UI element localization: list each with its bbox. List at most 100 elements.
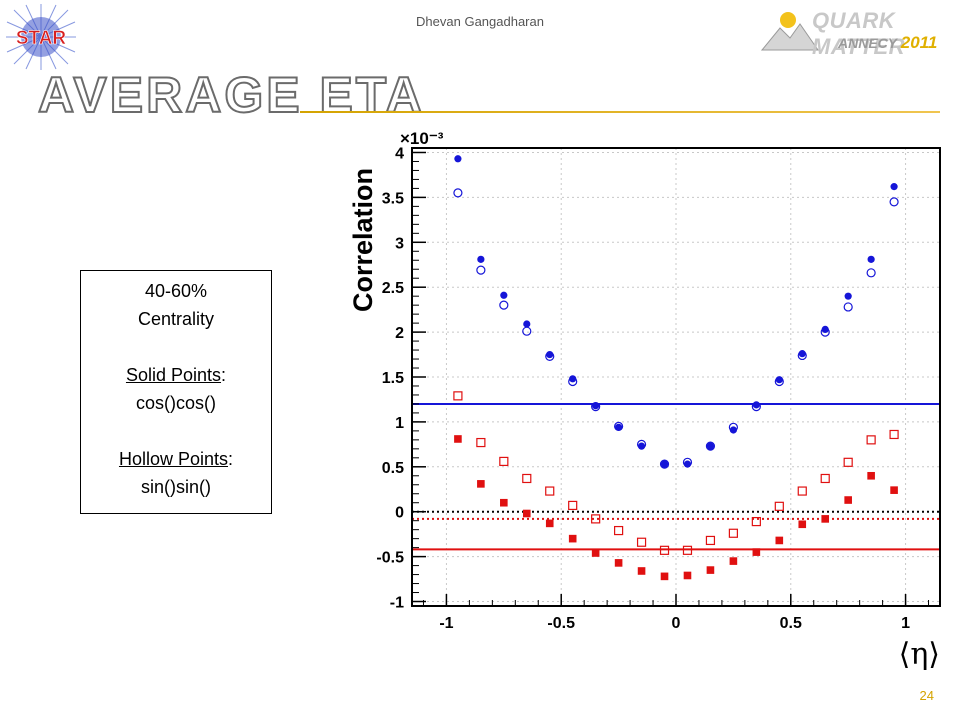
hollow-circle-point (889, 197, 899, 207)
y-tick-label: 0 (395, 505, 404, 522)
plot-frame (411, 147, 941, 607)
hollow-square-point (751, 516, 761, 527)
centrality-value: 40-60% (144, 281, 208, 301)
solid-square-point (729, 557, 738, 565)
hollow-circle-point (866, 268, 876, 278)
chart-grid (412, 148, 940, 606)
y-exponent-label: ×10⁻³ (400, 129, 444, 148)
solid-square-point (821, 515, 830, 523)
quark-matter-title: QUARK MATTER (812, 8, 906, 59)
solid-circle-point (454, 155, 462, 163)
solid-circle-point (821, 325, 829, 334)
star-logo-text: STAR (16, 28, 67, 49)
solid-square-point (706, 566, 715, 574)
solid-square-point (844, 496, 852, 504)
hollow-circle-point (797, 350, 807, 361)
solid-square-point (752, 548, 761, 556)
data-points (453, 155, 899, 581)
hollow-circle-point (545, 351, 555, 361)
solid-circle-point (569, 375, 577, 383)
correlation-chart: -1 -0.5 0 0.5 1 -1 -0.5 0 0.5 1 1.5 2 2.5 3 3.5 4 ×10⁻… (348, 129, 941, 672)
y-tick-label: 2 (395, 325, 404, 342)
solid-square-point (522, 509, 531, 518)
solid-square-point (890, 486, 898, 494)
solid-square-point (454, 435, 462, 443)
hollow-square-point (728, 528, 738, 538)
hollow-square-point (797, 486, 807, 496)
y-tick-label: 0.5 (382, 460, 404, 477)
hollow-circle-point (682, 457, 693, 467)
solid-square-point (568, 534, 577, 543)
hollow-square-point (659, 545, 670, 555)
y-tick-label: 3 (395, 235, 404, 252)
solid-circle-point (615, 423, 623, 431)
hollow-circle-point (636, 439, 647, 449)
solid-square-point (500, 498, 508, 507)
hollow-circle-point (820, 327, 830, 337)
solid-square-point (683, 571, 692, 580)
hollow-square-point (499, 456, 509, 467)
solid-circle-point (890, 183, 898, 191)
x-axis-label: ⟨η⟩ (899, 637, 940, 672)
page-number: 24 (919, 688, 934, 703)
solid-square-point (798, 520, 807, 529)
solid-circle-point (729, 426, 737, 434)
star-logo: STAR (6, 4, 76, 70)
x-tick-label: 0.5 (780, 615, 802, 632)
mountain-sun-icon (760, 12, 819, 51)
hollow-points-legend: Hollow Points: (118, 449, 234, 469)
hollow-square-point (843, 457, 853, 467)
reference-lines (412, 402, 940, 551)
hollow-circle-point (522, 326, 532, 336)
hollow-circle-point (705, 441, 716, 451)
hollow-circle-point (568, 376, 578, 387)
y-tick-label: -1 (390, 595, 404, 612)
hollow-points-formula: sin()sin() (141, 477, 211, 497)
solid-circle-point (477, 255, 485, 263)
info-box: 40-60% Centrality Solid Points: cos()cos… (80, 270, 272, 514)
hollow-circle-point (843, 302, 853, 312)
solid-square-point (545, 519, 554, 528)
solid-circle-point (592, 402, 600, 410)
solid-points-formula: cos()cos() (136, 393, 216, 413)
hollow-square-point (522, 473, 532, 484)
solid-circle-point (867, 255, 875, 263)
hollow-square-point (545, 486, 555, 496)
hollow-square-point (774, 501, 784, 511)
hollow-square-point (568, 500, 578, 511)
y-tick-label: 2.5 (382, 280, 404, 297)
y-ticks: -1 -0.5 0 0.5 1 1.5 2 2.5 3 3.5 4 (376, 145, 426, 612)
hollow-square-point (453, 391, 463, 401)
centrality-label: Centrality (137, 309, 215, 329)
x-tick-label: 0 (672, 615, 681, 632)
hollow-square-point (820, 473, 830, 484)
y-tick-label: 3.5 (382, 190, 404, 207)
x-tick-label: -0.5 (547, 615, 575, 632)
solid-circle-point (500, 291, 508, 299)
hollow-square-point (636, 537, 647, 547)
hollow-circle-point (453, 188, 463, 198)
y-tick-label: -0.5 (376, 550, 404, 567)
x-ticks: -1 -0.5 0 0.5 1 (422, 594, 930, 632)
hollow-square-point (682, 545, 693, 555)
quark-matter-logo: QUARK MATTER ANNECY 2011 (760, 2, 950, 60)
solid-circle-point (844, 292, 852, 300)
x-tick-label: -1 (439, 615, 453, 632)
hollow-circle-point (751, 402, 761, 412)
hollow-circle-point (774, 376, 784, 387)
y-tick-label: 4 (395, 145, 404, 162)
author-name: Dhevan Gangadharan (416, 14, 544, 29)
hollow-square-point (614, 525, 624, 536)
solid-circle-point (706, 442, 715, 450)
hollow-circle-point (728, 422, 738, 432)
solid-square-point (477, 480, 485, 488)
solid-circle-point (660, 460, 669, 468)
hollow-square-point (705, 535, 716, 546)
title-underline (300, 111, 940, 113)
solid-square-point (637, 567, 646, 575)
hollow-circle-point (659, 459, 670, 469)
hollow-square-point (476, 437, 486, 448)
solid-square-point (614, 559, 623, 567)
hollow-circle-point (476, 265, 486, 275)
solid-circle-point (523, 320, 531, 328)
